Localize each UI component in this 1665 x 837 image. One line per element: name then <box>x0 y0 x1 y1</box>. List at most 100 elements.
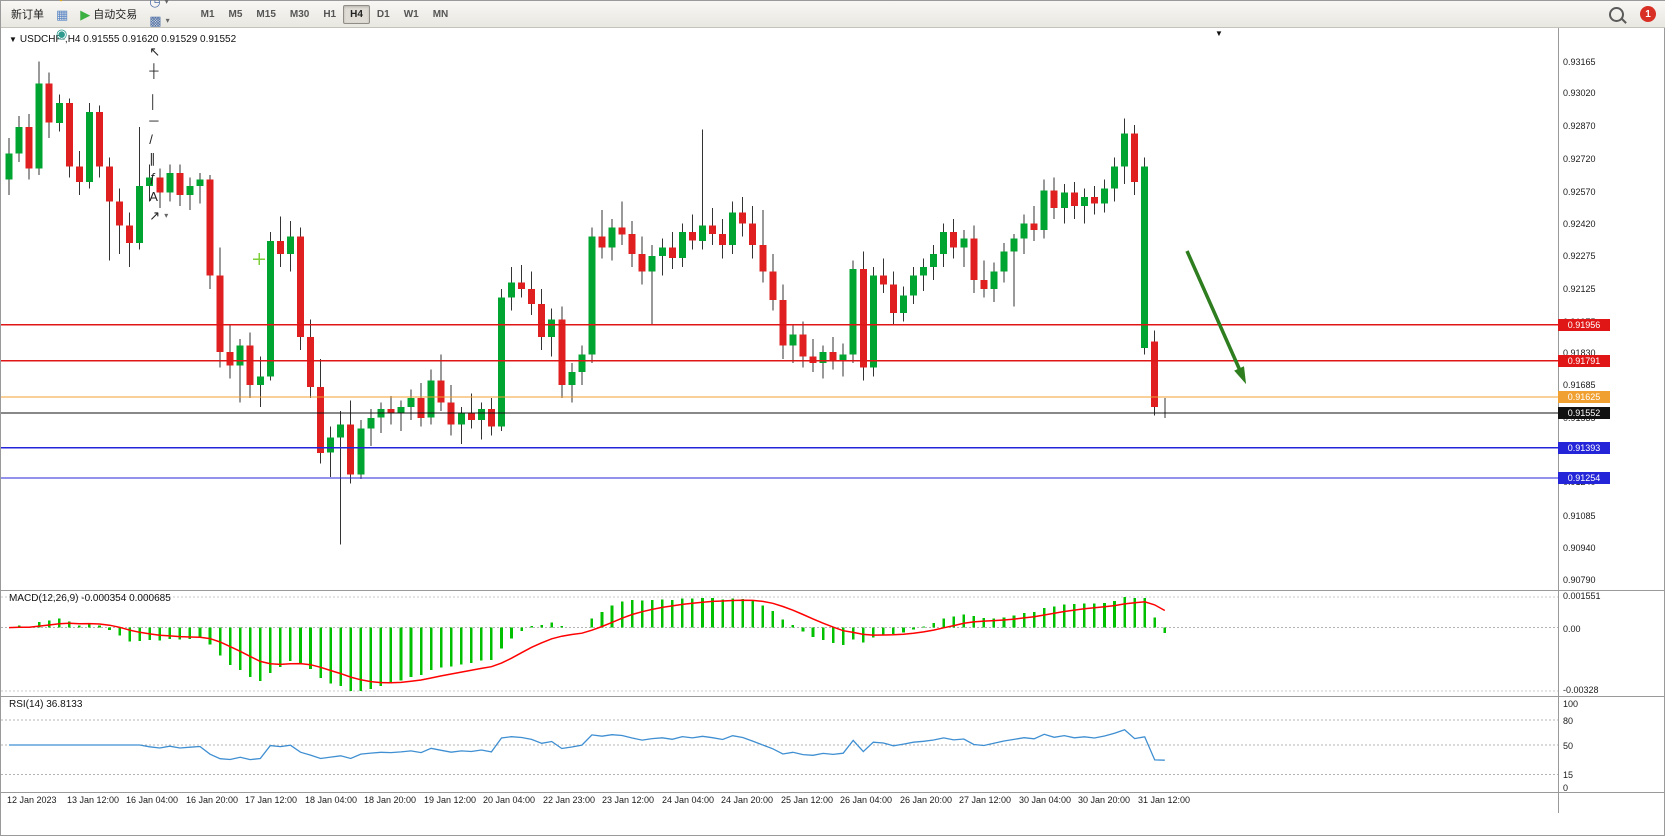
candle-body <box>508 282 515 298</box>
macd-signal-line <box>8 599 1166 684</box>
candle-body <box>950 232 958 248</box>
candle-body <box>739 212 747 224</box>
text-icon: A <box>149 188 158 204</box>
navigator-icon[interactable]: ◉ <box>50 24 74 43</box>
fibonacci-icon[interactable]: ƒ <box>143 168 175 187</box>
dropdown-arrow-icon: ▾ <box>165 15 170 25</box>
candle-body <box>688 232 696 241</box>
candle-body <box>126 225 134 243</box>
channel-icon[interactable]: ∥ <box>143 149 175 168</box>
panel-separator-timeaxis[interactable] <box>1 792 1665 793</box>
horizontal-line-icon[interactable]: ─ <box>143 111 175 130</box>
candle-body <box>1121 133 1129 167</box>
timeframe-m30[interactable]: M30 <box>289 8 310 20</box>
candle-body <box>658 247 666 256</box>
candle-body <box>869 275 877 368</box>
candle-body <box>819 352 827 364</box>
candle-body <box>427 380 435 418</box>
candle-body <box>779 299 787 346</box>
panel-separator-rsi[interactable] <box>1 696 1665 697</box>
price-line-label-resistance[interactable]: 0.91791 <box>1558 355 1610 367</box>
candle-body <box>236 345 244 366</box>
timeframe-mn[interactable]: MN <box>432 8 449 20</box>
timeframe-m5[interactable]: M5 <box>228 8 243 20</box>
trendline-icon[interactable]: / <box>143 130 175 149</box>
candle-body <box>45 83 53 123</box>
arrows-icon[interactable]: ↗ ▾ <box>143 206 175 225</box>
candle-body <box>1060 192 1068 208</box>
candle-body <box>317 387 325 453</box>
candle-body <box>759 245 767 272</box>
new-order-label: 新订单 <box>11 9 44 21</box>
price-line-label-resistance[interactable]: 0.91956 <box>1558 319 1610 331</box>
price-line-label-support[interactable]: 0.91393 <box>1558 442 1610 454</box>
candle-body <box>1040 190 1048 230</box>
panel-separator-macd[interactable] <box>1 590 1665 591</box>
candle-body <box>930 253 938 267</box>
timeframe-m1[interactable]: M1 <box>200 8 215 20</box>
candle-body <box>648 256 656 272</box>
candle-body <box>940 232 948 254</box>
period-icon: ◷ <box>149 0 161 9</box>
candle-body <box>910 275 917 296</box>
candle-body <box>266 240 274 377</box>
candle-body <box>297 236 304 337</box>
data-window-icon[interactable]: ▦ <box>50 5 74 24</box>
candle-body <box>347 424 355 475</box>
timeframe-h1[interactable]: H1 <box>323 8 337 20</box>
notification-badge[interactable]: 1 <box>1640 6 1656 22</box>
candle-body <box>226 352 234 366</box>
search-icon <box>1609 6 1624 22</box>
candle-body <box>106 166 113 202</box>
candle-body <box>528 288 536 305</box>
new-order-button[interactable]: 新订单 <box>5 3 50 25</box>
candle-body <box>1050 190 1058 208</box>
cursor-icon[interactable]: ↖ <box>143 42 175 61</box>
text-icon[interactable]: A <box>143 187 175 206</box>
candle-body <box>116 201 124 226</box>
candle-body <box>397 406 405 414</box>
candle-body <box>990 271 998 289</box>
candle-body <box>608 227 616 248</box>
candle-body <box>980 280 988 289</box>
template-icon[interactable]: ▩ ▾ <box>143 11 175 30</box>
candle-body <box>286 236 294 254</box>
candle-body <box>367 417 375 429</box>
price-line-label-current-price[interactable]: 0.91552 <box>1558 407 1610 419</box>
candle-body <box>206 179 214 276</box>
price-line-label-support[interactable]: 0.91254 <box>1558 472 1610 484</box>
crosshair-icon[interactable]: ┼ <box>143 61 175 80</box>
candle-body <box>678 232 686 259</box>
candle-body <box>457 413 465 425</box>
timeframe-d1[interactable]: D1 <box>376 8 390 20</box>
candle-body <box>256 376 264 385</box>
search-button[interactable] <box>1603 4 1630 25</box>
period-icon[interactable]: ◷ ▾ <box>143 0 175 11</box>
candle-body <box>146 177 154 187</box>
navigator-icon: ◉ <box>56 25 68 41</box>
candle-body <box>960 238 968 248</box>
price-line-label-level[interactable]: 0.91625 <box>1558 391 1610 403</box>
candle-body <box>166 173 174 193</box>
timeframe-m15[interactable]: M15 <box>256 8 276 20</box>
candle-body <box>900 295 907 313</box>
horizontal-line-icon: ─ <box>149 112 159 128</box>
candle-body <box>487 409 495 427</box>
candle-body <box>618 227 626 235</box>
timeframe-h4[interactable]: H4 <box>343 4 370 24</box>
market-watch-icon[interactable]: ◆ <box>50 0 74 5</box>
candle-body <box>417 398 425 418</box>
candle-body <box>1010 238 1018 252</box>
candle-body <box>719 234 727 246</box>
candle-body <box>789 334 797 346</box>
candle-body <box>357 428 365 475</box>
candle-body <box>477 409 485 420</box>
candle-body <box>1101 188 1108 204</box>
candle-body <box>25 127 33 169</box>
autotrading-button[interactable]: ▶ 自动交易 <box>74 3 143 25</box>
vertical-line-icon[interactable]: │ <box>143 92 175 111</box>
candle-body <box>1000 251 1008 272</box>
timeframe-w1[interactable]: W1 <box>403 8 419 20</box>
market-watch-icon: ◆ <box>56 0 66 2</box>
